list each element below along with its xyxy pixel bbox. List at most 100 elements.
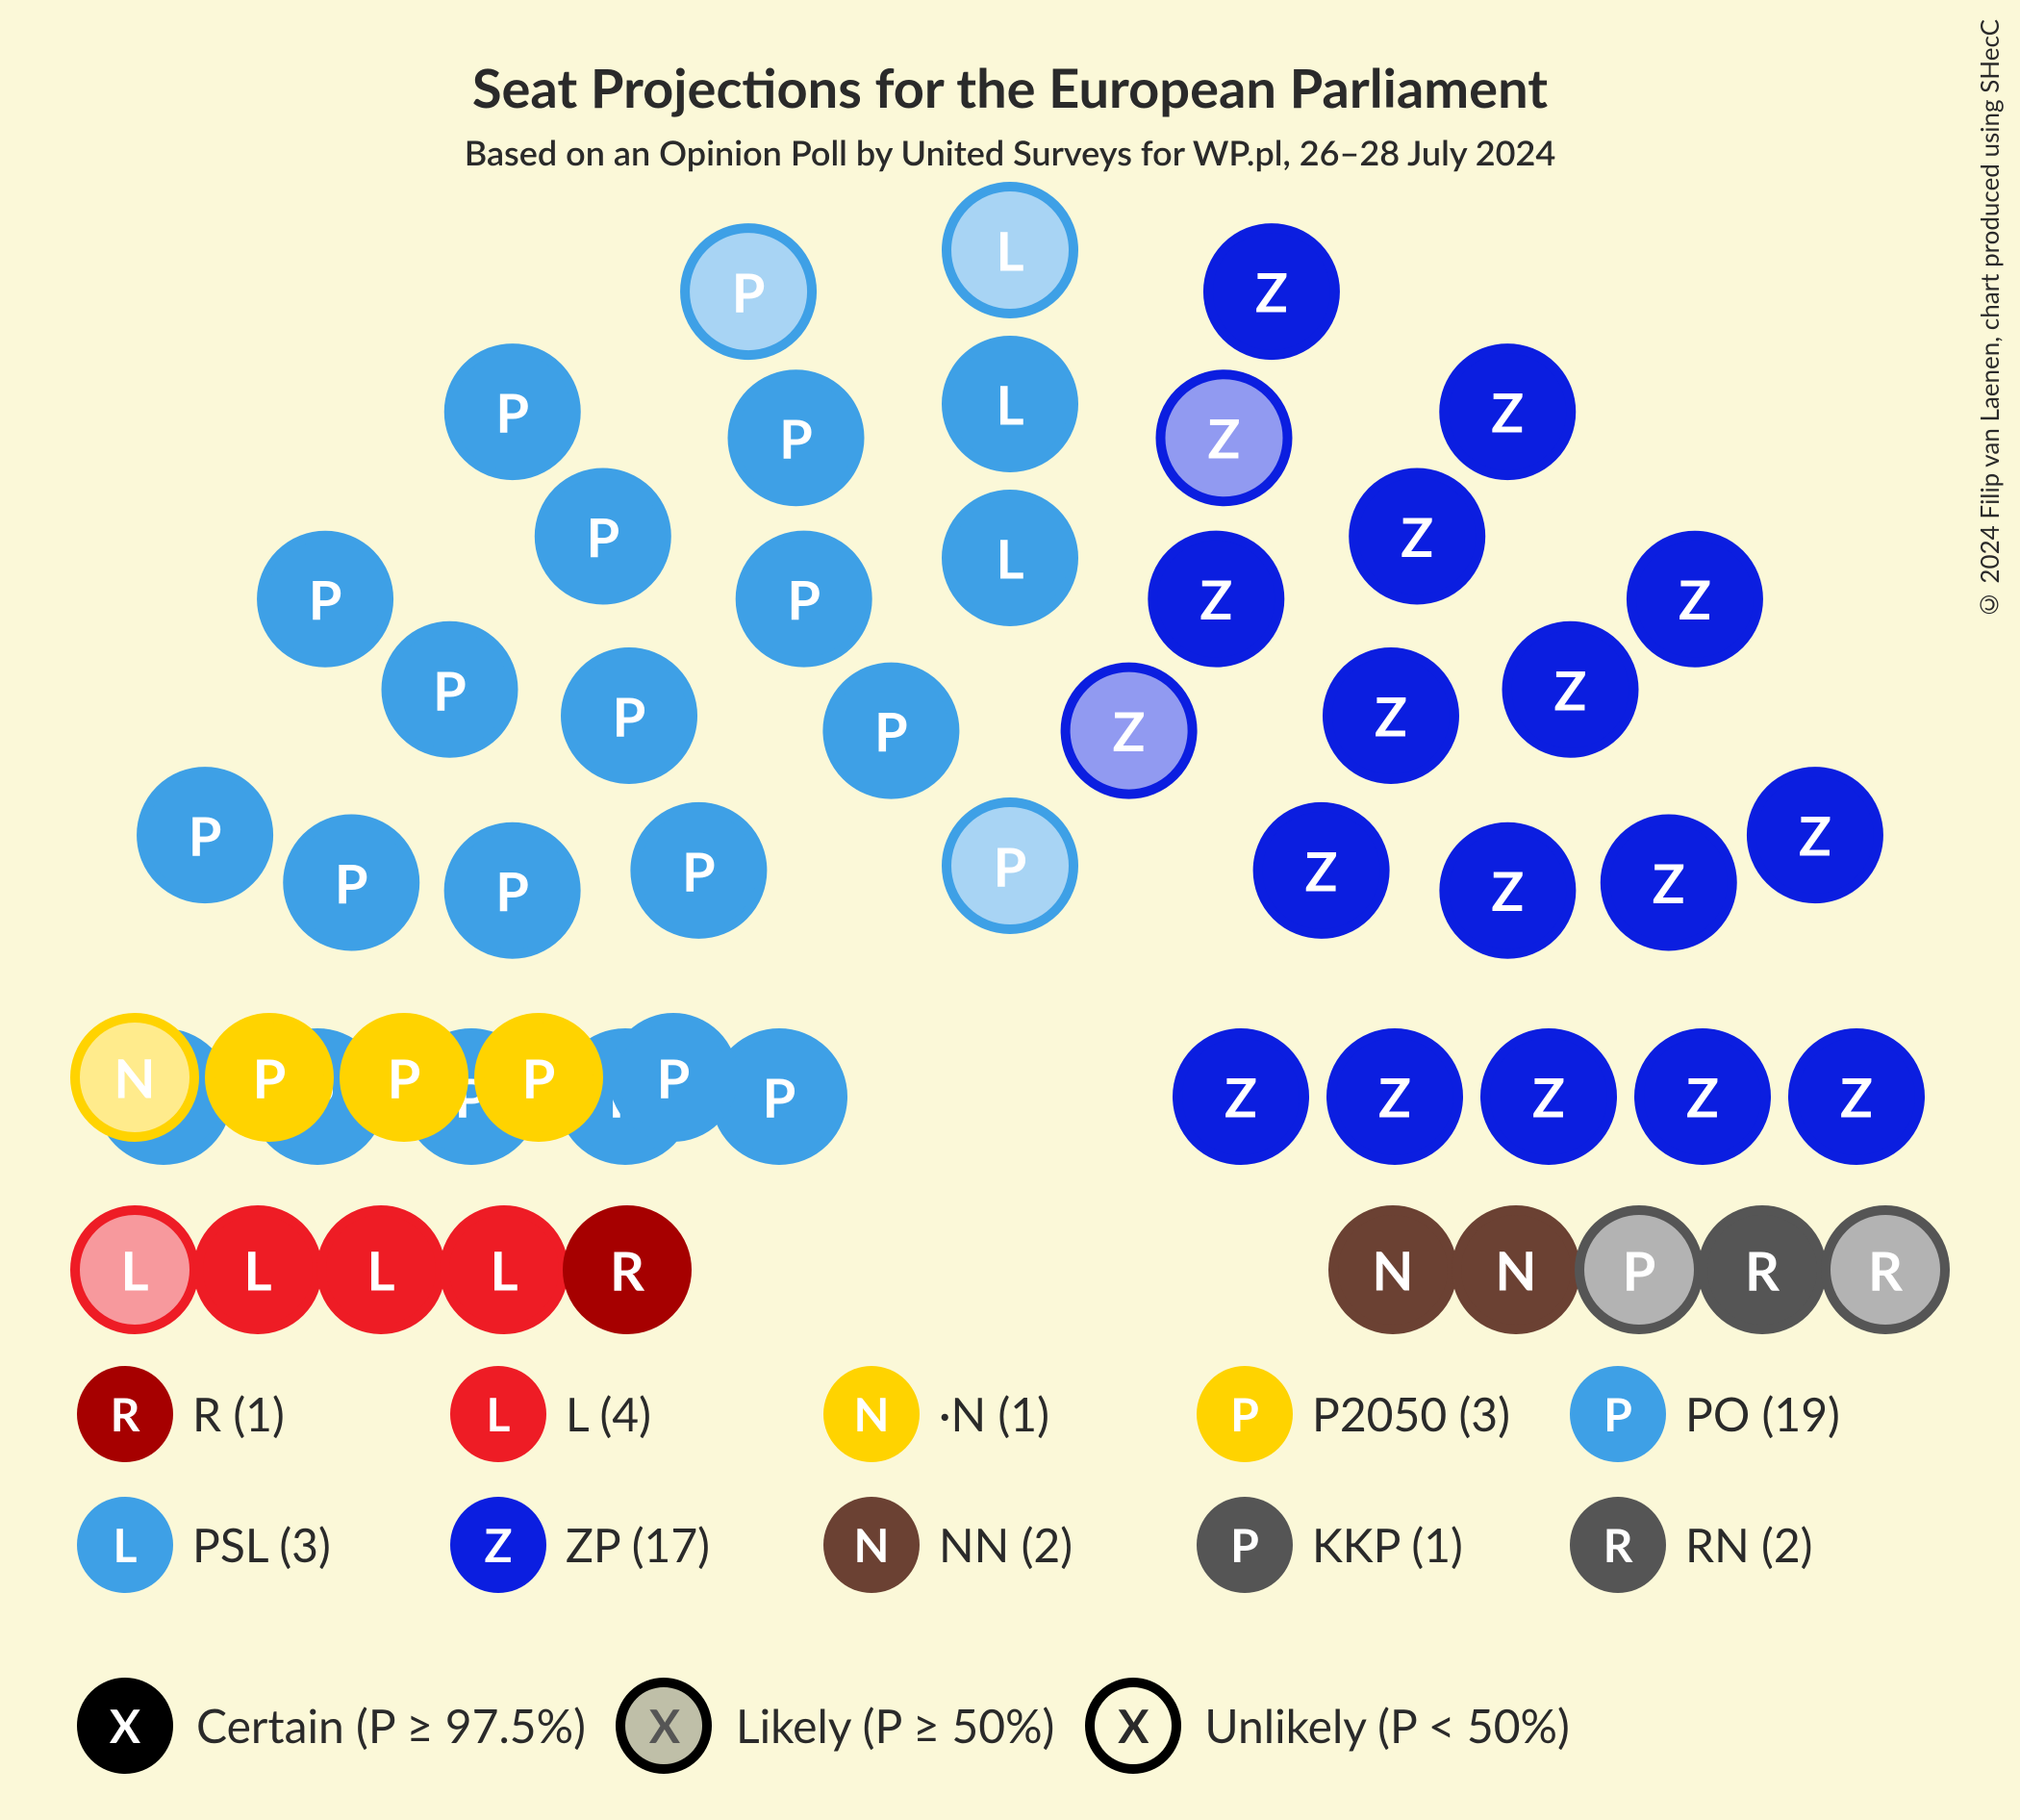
- seat-L: L: [444, 1210, 564, 1329]
- legend-label: PO (19): [1685, 1386, 1840, 1442]
- svg-text:P: P: [994, 834, 1027, 898]
- seat-NN: N: [1333, 1210, 1452, 1329]
- legend-label: ·N (1): [939, 1386, 1049, 1442]
- seat-ZP: Z: [1208, 228, 1335, 355]
- prob-legend-item: XUnlikely (P < 50%): [1085, 1678, 1569, 1774]
- svg-text:R: R: [1868, 1238, 1904, 1302]
- seat-PO: P: [827, 668, 954, 795]
- svg-text:N: N: [114, 1046, 155, 1110]
- seat-PO: P: [387, 626, 514, 753]
- seat-R: R: [568, 1210, 687, 1329]
- svg-text:P: P: [253, 1046, 287, 1110]
- svg-text:L: L: [120, 1238, 148, 1302]
- legend-item-KKP: P KKP (1): [1197, 1497, 1570, 1593]
- svg-text:L: L: [366, 1238, 394, 1302]
- svg-text:Z: Z: [1554, 657, 1587, 721]
- seat-PO: P: [449, 827, 576, 954]
- seat-PO: P: [449, 348, 576, 475]
- legend-swatch-icon: L: [450, 1366, 546, 1462]
- svg-text:Z: Z: [1255, 260, 1288, 324]
- svg-text:P: P: [657, 1046, 691, 1110]
- svg-text:R: R: [610, 1238, 645, 1302]
- svg-text:P: P: [763, 1065, 796, 1129]
- svg-text:L: L: [996, 526, 1023, 591]
- svg-text:Z: Z: [1401, 504, 1433, 569]
- legend-item-ZP: ZZP (17): [450, 1497, 823, 1593]
- legend-label: NN (2): [939, 1517, 1073, 1573]
- svg-text:Z: Z: [1491, 858, 1524, 923]
- svg-text:L: L: [243, 1238, 271, 1302]
- legend-item-PSL: L PSL (3): [77, 1497, 450, 1593]
- svg-text:P: P: [309, 567, 342, 631]
- seat-PO: P: [566, 652, 693, 779]
- svg-text:L: L: [490, 1238, 518, 1302]
- svg-text:Z: Z: [1225, 1065, 1257, 1129]
- legend-swatch-icon: R: [77, 1366, 173, 1462]
- svg-text:P: P: [779, 406, 813, 470]
- svg-text:P: P: [433, 657, 467, 721]
- svg-text:P: P: [682, 838, 716, 902]
- seat-ZP: Z: [1160, 374, 1287, 501]
- seat-ZP: Z: [1327, 652, 1454, 779]
- svg-text:Z: Z: [1799, 803, 1831, 868]
- seat-ZP: Z: [1152, 536, 1279, 663]
- seat-ZP: Z: [1605, 820, 1732, 947]
- prob-swatch-icon: X: [1085, 1678, 1181, 1774]
- seat-ZP: Z: [1506, 626, 1633, 753]
- seat-L: L: [75, 1210, 194, 1329]
- seat-P2050: P: [479, 1018, 598, 1137]
- svg-text:Z: Z: [1113, 698, 1146, 763]
- svg-text:P: P: [613, 684, 646, 748]
- svg-text:L: L: [996, 372, 1023, 437]
- svg-text:P: P: [495, 858, 529, 923]
- svg-text:Z: Z: [1199, 567, 1232, 631]
- seat-ZP: Z: [1353, 473, 1480, 600]
- seat-PO: P: [288, 820, 415, 947]
- legend-swatch-icon: P: [1570, 1366, 1666, 1462]
- seat-ZP: Z: [1639, 1033, 1766, 1160]
- svg-text:Z: Z: [1375, 684, 1407, 748]
- svg-text:Z: Z: [1686, 1065, 1719, 1129]
- legend-item-R: R R (1): [77, 1366, 450, 1462]
- seat-ZP: Z: [1752, 771, 1879, 898]
- prob-legend-item: XLikely (P ≥ 50%): [617, 1678, 1054, 1774]
- svg-text:Z: Z: [1305, 838, 1338, 902]
- svg-text:P: P: [335, 850, 368, 915]
- svg-text:Z: Z: [1378, 1065, 1411, 1129]
- chart-root: Seat Projections for the European Parlia…: [0, 0, 2020, 1820]
- seat-P2050: P: [210, 1018, 329, 1137]
- legend-item-N: N·N (1): [823, 1366, 1197, 1462]
- prob-legend-item: XCertain (P ≥ 97.5%): [77, 1678, 586, 1774]
- prob-label: Likely (P ≥ 50%): [736, 1698, 1054, 1754]
- svg-text:P: P: [787, 567, 821, 631]
- seat-P2050: P: [344, 1018, 464, 1137]
- seat-ZP: Z: [1444, 348, 1571, 475]
- legend-label: R (1): [192, 1386, 285, 1442]
- legend-label: PSL (3): [192, 1517, 331, 1573]
- legend-swatch-icon: N: [823, 1497, 920, 1593]
- legend-item-P2050: PP2050 (3): [1197, 1366, 1570, 1462]
- legend-label: ZP (17): [566, 1517, 710, 1573]
- svg-text:R: R: [1745, 1238, 1780, 1302]
- legend-item-RN: RRN (2): [1570, 1497, 1943, 1593]
- svg-text:Z: Z: [1532, 1065, 1565, 1129]
- legend-swatch-icon: L: [77, 1497, 173, 1593]
- prob-swatch-icon: X: [77, 1678, 173, 1774]
- seat-PO: P: [262, 536, 389, 663]
- seat-PO: P: [733, 374, 860, 501]
- seat-ZP: Z: [1631, 536, 1758, 663]
- seat-RN: R: [1826, 1210, 1945, 1329]
- legend-item-PO: P PO (19): [1570, 1366, 1943, 1462]
- legend-swatch-icon: P: [1197, 1366, 1293, 1462]
- svg-text:L: L: [996, 218, 1023, 283]
- seat-PO: P: [685, 228, 812, 355]
- seat-PO: P: [947, 802, 1073, 929]
- seat-ZP: Z: [1485, 1033, 1612, 1160]
- seat-NN: N: [1456, 1210, 1576, 1329]
- legend-label: KKP (1): [1312, 1517, 1463, 1573]
- legend-swatch-icon: P: [1197, 1497, 1293, 1593]
- seat-ZP: Z: [1444, 827, 1571, 954]
- seat-KKP: P: [1579, 1210, 1699, 1329]
- svg-text:Z: Z: [1840, 1065, 1873, 1129]
- svg-text:P: P: [189, 803, 222, 868]
